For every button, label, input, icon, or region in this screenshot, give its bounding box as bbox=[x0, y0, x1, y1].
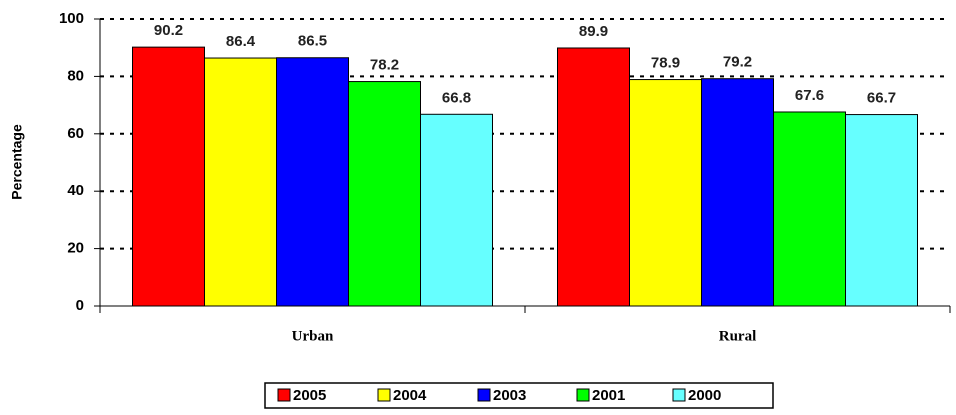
bar bbox=[629, 79, 702, 307]
data-label: 90.2 bbox=[154, 22, 183, 39]
legend-label: 2004 bbox=[393, 387, 427, 404]
bar bbox=[773, 111, 846, 307]
y-tick-label: 60 bbox=[67, 125, 84, 142]
legend-swatch bbox=[377, 388, 391, 402]
x-tick-label: Urban bbox=[292, 328, 334, 344]
bar bbox=[276, 57, 349, 307]
bar bbox=[845, 114, 918, 307]
data-label: 66.8 bbox=[442, 89, 471, 106]
data-label: 67.6 bbox=[795, 87, 824, 104]
bar bbox=[701, 78, 774, 307]
legend-label: 2001 bbox=[592, 387, 625, 404]
data-label: 79.2 bbox=[723, 54, 752, 71]
y-axis-label: Percentage bbox=[9, 124, 25, 200]
y-tick-label: 20 bbox=[67, 240, 84, 257]
legend-label: 2003 bbox=[493, 387, 526, 404]
legend-label: 2005 bbox=[293, 387, 326, 404]
data-label: 86.5 bbox=[298, 33, 327, 50]
legend-label: 2000 bbox=[688, 387, 721, 404]
legend-box bbox=[264, 382, 774, 409]
bar bbox=[420, 113, 493, 307]
legend-swatch bbox=[277, 388, 291, 402]
y-tick-label: 40 bbox=[67, 182, 84, 199]
bar bbox=[132, 46, 205, 307]
legend-swatch bbox=[672, 388, 686, 402]
legend-swatch bbox=[477, 388, 491, 402]
y-tick-label: 80 bbox=[67, 67, 84, 84]
data-label: 66.7 bbox=[867, 90, 896, 107]
y-tick-label: 0 bbox=[76, 297, 84, 314]
x-tick-label: Rural bbox=[719, 328, 757, 344]
data-label: 86.4 bbox=[226, 33, 256, 50]
data-label: 89.9 bbox=[579, 23, 608, 40]
bar bbox=[557, 47, 630, 307]
bar bbox=[204, 57, 277, 307]
bar bbox=[348, 81, 421, 307]
y-tick-label: 100 bbox=[59, 10, 84, 27]
data-label: 78.2 bbox=[370, 57, 399, 74]
data-label: 78.9 bbox=[651, 55, 680, 72]
legend-swatch bbox=[576, 388, 590, 402]
